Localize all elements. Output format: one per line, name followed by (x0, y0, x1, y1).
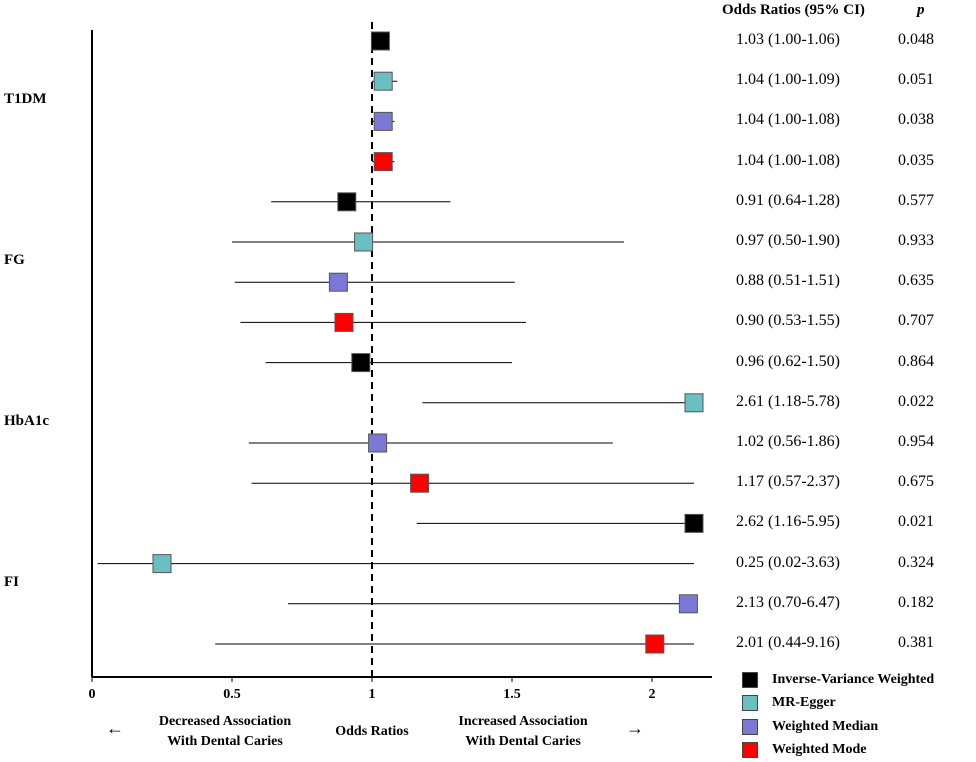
p-value-text: 0.048 (898, 31, 934, 49)
or-ci-text: 0.90 (0.53-1.55) (736, 312, 840, 330)
legend-item: MR-Egger (742, 692, 934, 716)
legend-item: Weighted Median (742, 715, 934, 739)
or-ci-text: 0.25 (0.02-3.63) (736, 554, 840, 572)
estimate-marker (374, 112, 392, 130)
or-ci-text: 0.88 (0.51-1.51) (736, 272, 840, 290)
legend: Inverse-Variance Weighted MR-Egger Weigh… (742, 668, 934, 762)
estimate-marker (153, 555, 171, 573)
estimate-marker (374, 72, 392, 90)
group-label: FI (4, 574, 19, 591)
legend-item: Weighted Mode (742, 739, 934, 762)
or-ci-text: 0.97 (0.50-1.90) (736, 232, 840, 250)
x-axis-title: Odds Ratios (322, 722, 422, 742)
p-value-text: 0.324 (898, 554, 934, 572)
estimate-marker (374, 153, 392, 171)
p-header: p (917, 2, 925, 19)
increased-association-label: Increased Association With Dental Caries (428, 712, 618, 752)
or-ci-text: 1.04 (1.00-1.08) (736, 111, 840, 129)
x-tick-label: 0 (89, 687, 96, 703)
group-label: HbA1c (4, 413, 49, 430)
p-value-text: 0.635 (898, 272, 934, 290)
p-value-text: 0.021 (898, 513, 934, 531)
or-ci-text: 0.96 (0.62-1.50) (736, 353, 840, 371)
estimate-marker (679, 595, 697, 613)
p-value-text: 0.954 (898, 433, 934, 451)
estimate-marker (685, 514, 703, 532)
p-value-text: 0.933 (898, 232, 934, 250)
or-ci-text: 2.13 (0.70-6.47) (736, 594, 840, 612)
p-value-text: 0.038 (898, 111, 934, 129)
legend-swatch (742, 742, 758, 758)
or-ci-text: 1.04 (1.00-1.08) (736, 152, 840, 170)
x-tick-label: 0.5 (223, 687, 241, 703)
legend-label: MR-Egger (772, 695, 836, 711)
legend-label: Weighted Mode (772, 742, 867, 758)
p-value-text: 0.864 (898, 353, 934, 371)
or-ci-text: 2.62 (1.16-5.95) (736, 513, 840, 531)
p-value-text: 0.707 (898, 312, 934, 330)
p-value-text: 0.577 (898, 192, 934, 210)
x-tick-label: 1 (369, 687, 376, 703)
or-header: Odds Ratios (95% CI) (722, 2, 865, 19)
p-value-text: 0.035 (898, 152, 934, 170)
or-ci-text: 1.04 (1.00-1.09) (736, 71, 840, 89)
p-value-text: 0.675 (898, 473, 934, 491)
or-ci-text: 1.03 (1.00-1.06) (736, 31, 840, 49)
or-ci-text: 0.91 (0.64-1.28) (736, 192, 840, 210)
p-value-text: 0.182 (898, 594, 934, 612)
group-label: FG (4, 252, 25, 269)
legend-label: Weighted Median (772, 719, 878, 735)
estimate-marker (369, 434, 387, 452)
or-ci-text: 1.17 (0.57-2.37) (736, 473, 840, 491)
or-ci-text: 1.02 (0.56-1.86) (736, 433, 840, 451)
decreased-association-label: Decreased Association With Dental Caries (140, 712, 310, 752)
estimate-marker (338, 193, 356, 211)
or-ci-text: 2.61 (1.18-5.78) (736, 393, 840, 411)
legend-item: Inverse-Variance Weighted (742, 668, 934, 692)
legend-swatch (742, 719, 758, 735)
legend-label: Inverse-Variance Weighted (772, 672, 934, 688)
legend-swatch (742, 672, 758, 688)
estimate-marker (685, 394, 703, 412)
right-arrow-icon: → (626, 718, 644, 739)
p-value-text: 0.022 (898, 393, 934, 411)
or-ci-text: 2.01 (0.44-9.16) (736, 634, 840, 652)
x-tick-label: 1.5 (503, 687, 521, 703)
estimate-marker (411, 474, 429, 492)
p-value-text: 0.051 (898, 71, 934, 89)
estimate-marker (329, 273, 347, 291)
legend-swatch (742, 695, 758, 711)
estimate-marker (352, 354, 370, 372)
left-arrow-icon: ← (106, 718, 124, 739)
p-value-text: 0.381 (898, 634, 934, 652)
group-label: T1DM (4, 91, 47, 108)
estimate-marker (371, 32, 389, 50)
estimate-marker (646, 635, 664, 653)
estimate-marker (335, 313, 353, 331)
estimate-marker (355, 233, 373, 251)
x-tick-label: 2 (649, 687, 656, 703)
